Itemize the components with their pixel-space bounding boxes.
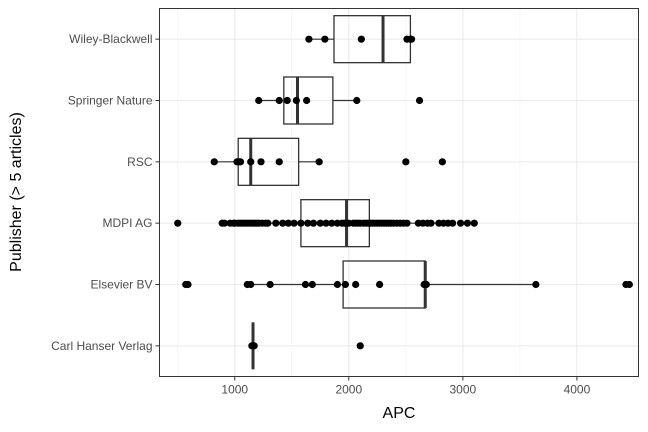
panel-border: [159, 8, 639, 377]
data-point: [247, 158, 255, 166]
point-layer: [174, 35, 633, 350]
y-tick-label: Springer Nature: [68, 94, 153, 108]
data-point: [257, 158, 265, 166]
data-point: [470, 219, 478, 227]
y-tick-label: Carl Hanser Verlag: [51, 339, 152, 353]
axis-layer: 1000 2000 3000 4000 Wiley-Blackwell Springer …: [51, 32, 590, 396]
data-point: [247, 280, 255, 289]
y-axis-title: Publisher (> 5 articles): [8, 112, 25, 272]
data-point: [303, 96, 311, 105]
x-tick-label: 1000: [221, 383, 248, 397]
data-point: [264, 219, 272, 227]
data-point: [266, 280, 274, 289]
x-tick-label: 4000: [564, 383, 591, 397]
box-iqr: [333, 15, 412, 64]
data-point: [255, 96, 263, 105]
data-point: [341, 280, 349, 289]
data-point: [333, 280, 342, 289]
data-point: [352, 280, 360, 289]
data-point: [309, 219, 318, 227]
data-point: [275, 96, 283, 105]
x-axis-title: APC: [383, 405, 416, 422]
data-point: [236, 158, 245, 166]
data-point: [316, 219, 324, 227]
data-point: [174, 219, 182, 227]
data-point: [403, 219, 411, 227]
panel-background: [159, 8, 639, 377]
data-point: [456, 219, 465, 227]
data-point: [422, 280, 430, 289]
data-point: [308, 280, 316, 289]
y-tick-label: Elsevier BV: [90, 278, 152, 292]
y-tick-label: MDPI AG: [102, 216, 152, 230]
data-point: [184, 280, 192, 289]
data-point: [356, 342, 364, 350]
data-point: [275, 158, 283, 166]
data-point: [304, 219, 312, 227]
data-point: [449, 219, 457, 227]
y-tick-label: RSC: [127, 155, 153, 169]
data-point: [625, 280, 633, 289]
x-tick-label: 2000: [335, 383, 362, 397]
x-tick-label: 3000: [450, 383, 477, 397]
data-point: [463, 219, 472, 227]
data-point: [220, 219, 229, 227]
data-point: [305, 35, 313, 43]
data-point: [376, 280, 384, 289]
data-point: [402, 158, 410, 166]
data-point: [284, 219, 292, 227]
data-point: [292, 96, 300, 105]
data-point: [321, 35, 329, 43]
data-point: [353, 96, 361, 105]
data-point: [301, 280, 310, 289]
data-point: [210, 158, 218, 166]
data-point: [283, 96, 291, 105]
data-point: [279, 219, 287, 227]
data-point: [297, 219, 305, 227]
data-point: [315, 158, 323, 166]
data-point: [438, 158, 446, 166]
data-point: [290, 219, 298, 227]
data-point: [357, 35, 365, 43]
data-point: [415, 96, 424, 105]
data-point: [407, 35, 416, 43]
data-point: [328, 219, 336, 227]
data-point: [250, 342, 258, 350]
data-point: [322, 219, 330, 227]
y-tick-label: Wiley-Blackwell: [69, 32, 152, 46]
data-point: [532, 280, 540, 289]
data-point: [272, 219, 280, 227]
data-point: [427, 219, 435, 227]
